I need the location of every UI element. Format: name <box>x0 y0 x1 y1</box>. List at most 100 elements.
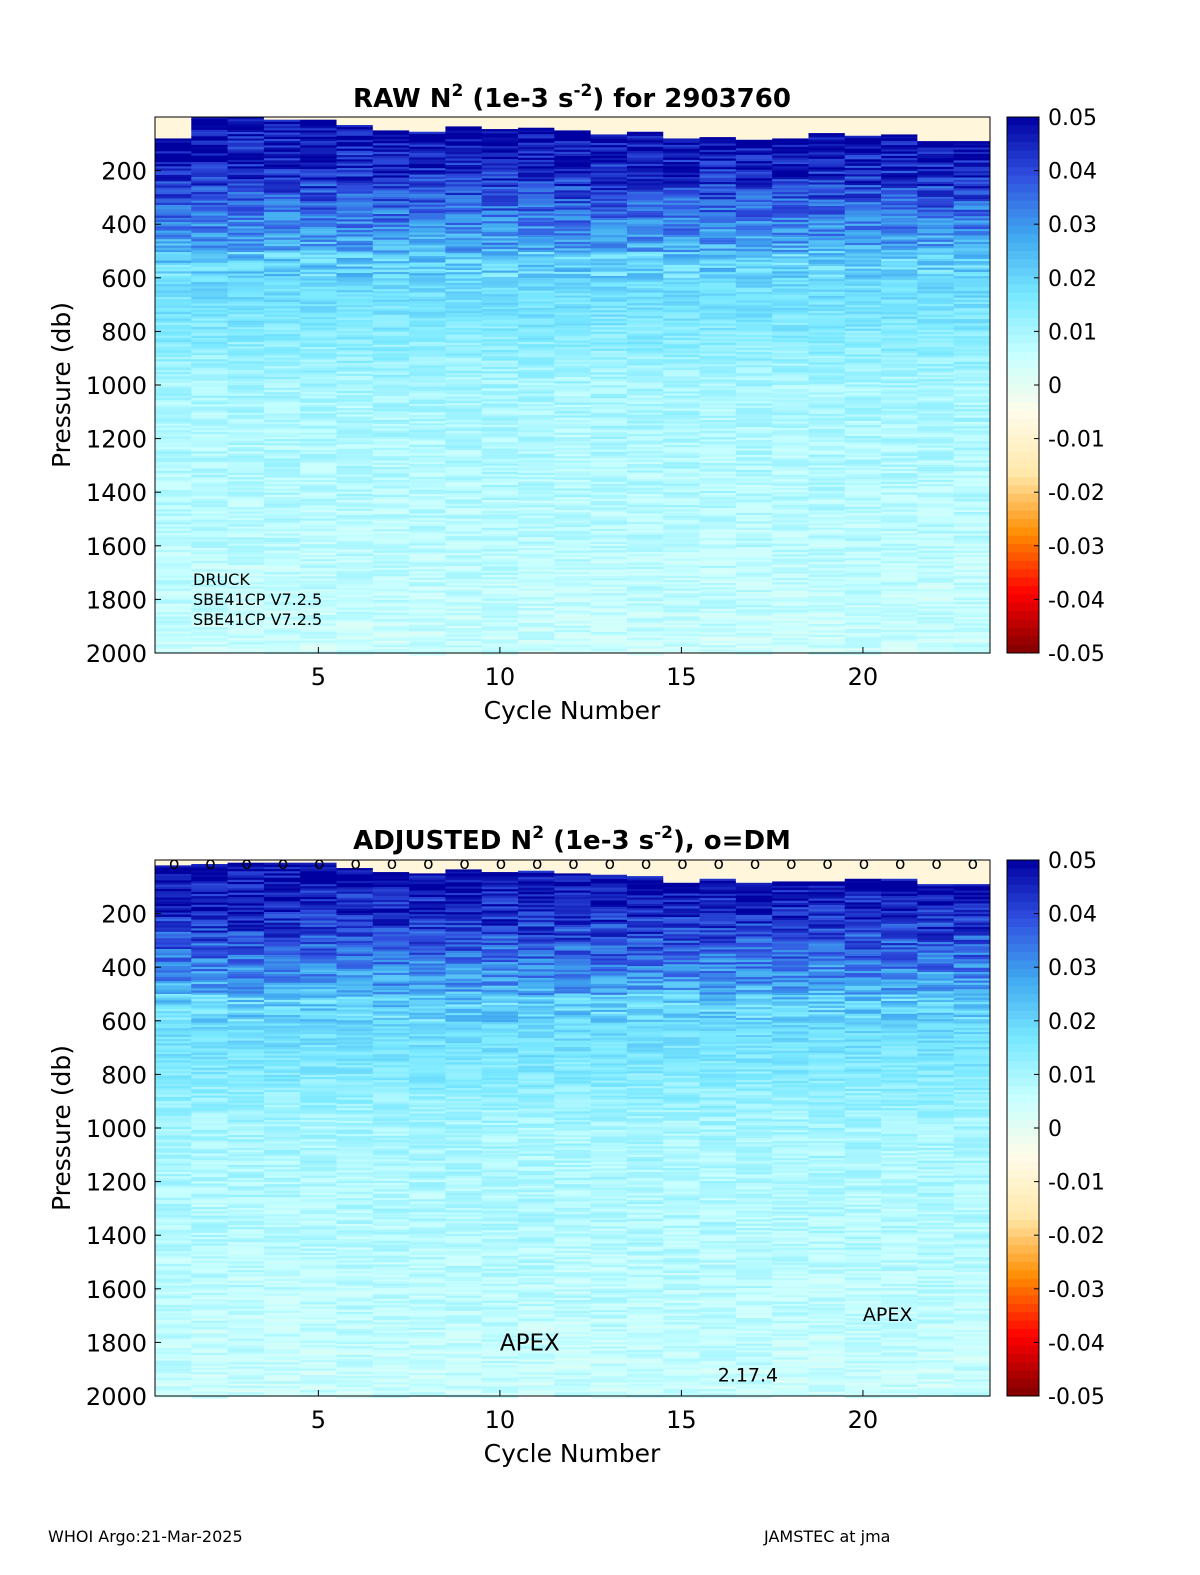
heatmap-cell <box>663 166 701 169</box>
heatmap-cell <box>808 534 846 537</box>
heatmap-cell <box>772 147 809 150</box>
heatmap-cell <box>808 523 846 526</box>
heatmap-cell <box>372 629 410 633</box>
heatmap-cell <box>626 440 664 444</box>
heatmap-cell <box>263 597 301 601</box>
heatmap-cell <box>445 621 483 625</box>
heatmap-cell <box>626 333 664 336</box>
heatmap-cell <box>372 400 410 404</box>
heatmap-cell <box>518 172 555 176</box>
heatmap-cell <box>772 601 809 605</box>
heatmap-cell <box>481 416 519 419</box>
heatmap-cell <box>735 405 773 409</box>
heatmap-cell <box>336 646 374 649</box>
heatmap-cell <box>518 222 555 225</box>
heatmap-cell <box>699 488 737 492</box>
heatmap-cell <box>300 126 338 129</box>
heatmap-cell <box>481 506 519 510</box>
heatmap-cell <box>263 644 301 648</box>
heatmap-cell <box>409 474 446 478</box>
heatmap-cell <box>881 142 918 146</box>
heatmap-cell <box>626 620 664 624</box>
heatmap-cell <box>227 543 265 547</box>
heatmap-cell <box>263 308 301 311</box>
heatmap-cell <box>699 591 737 595</box>
heatmap-cell <box>626 547 664 551</box>
heatmap-cell <box>191 592 229 596</box>
heatmap-cell <box>844 352 882 355</box>
heatmap-cell <box>844 558 882 561</box>
heatmap-cell <box>735 163 773 167</box>
heatmap-cell <box>155 204 192 208</box>
heatmap-cell <box>191 243 229 247</box>
heatmap-cell <box>808 585 846 589</box>
heatmap-cell <box>300 400 338 404</box>
heatmap-cell <box>735 643 773 647</box>
heatmap-cell <box>445 360 483 363</box>
heatmap-cell <box>445 625 483 629</box>
heatmap-cell <box>735 246 773 250</box>
heatmap-cell <box>518 309 555 313</box>
heatmap-cell <box>808 321 846 325</box>
heatmap-cell <box>844 420 882 424</box>
heatmap-cell <box>590 436 628 440</box>
heatmap-cell <box>808 484 846 488</box>
heatmap-cell <box>844 296 882 300</box>
heatmap-cell <box>263 479 301 483</box>
heatmap-cell <box>663 200 701 204</box>
heatmap-cell <box>590 623 628 626</box>
heatmap-cell <box>300 443 338 447</box>
heatmap-cell <box>227 644 265 648</box>
heatmap-cell <box>663 451 701 455</box>
heatmap-cell <box>155 282 192 285</box>
heatmap-cell <box>263 400 301 404</box>
heatmap-cell <box>808 278 846 282</box>
heatmap-cell <box>300 132 338 136</box>
heatmap-cell <box>772 625 809 628</box>
heatmap-cell <box>263 582 301 586</box>
heatmap-cell <box>626 581 664 585</box>
heatmap-cell <box>445 312 483 316</box>
heatmap-cell <box>372 276 410 279</box>
heatmap-cell <box>590 640 628 644</box>
heatmap-cell <box>409 603 446 607</box>
heatmap-cell <box>481 414 519 417</box>
heatmap-cell <box>227 179 265 182</box>
heatmap-cell <box>772 616 809 620</box>
heatmap-cell <box>844 204 882 208</box>
heatmap-cell <box>772 209 809 212</box>
heatmap-cell <box>554 567 592 571</box>
heatmap-cell <box>445 186 483 190</box>
heatmap-cell <box>699 167 737 170</box>
heatmap-cell <box>518 490 555 493</box>
heatmap-cell <box>735 255 773 259</box>
heatmap-cell <box>336 178 374 182</box>
heatmap-cell <box>699 400 737 404</box>
heatmap-cell <box>808 351 846 355</box>
heatmap-cell <box>409 228 446 231</box>
heatmap-cell <box>590 492 628 496</box>
heatmap-cell <box>590 413 628 416</box>
heatmap-cell <box>844 251 882 255</box>
heatmap-cell <box>699 272 737 275</box>
heatmap-cell <box>808 512 846 516</box>
heatmap-cell <box>372 439 410 442</box>
heatmap-cell <box>844 622 882 626</box>
heatmap-cell <box>481 493 519 497</box>
heatmap-cell <box>227 294 265 298</box>
heatmap-cell <box>808 169 846 173</box>
heatmap-cell <box>263 413 301 417</box>
heatmap-cell <box>481 287 519 291</box>
heatmap-cell <box>191 650 229 654</box>
heatmap-cell <box>409 215 446 218</box>
heatmap-cell <box>699 340 737 344</box>
heatmap-cell <box>300 587 338 590</box>
heatmap-cell <box>481 403 519 407</box>
heatmap-cell <box>881 177 918 180</box>
heatmap-cell <box>227 307 265 311</box>
heatmap-cell <box>481 264 519 267</box>
heatmap-cell <box>808 396 846 400</box>
heatmap-cell <box>881 271 918 275</box>
heatmap-cell <box>372 587 410 590</box>
heatmap-cell <box>445 132 483 136</box>
